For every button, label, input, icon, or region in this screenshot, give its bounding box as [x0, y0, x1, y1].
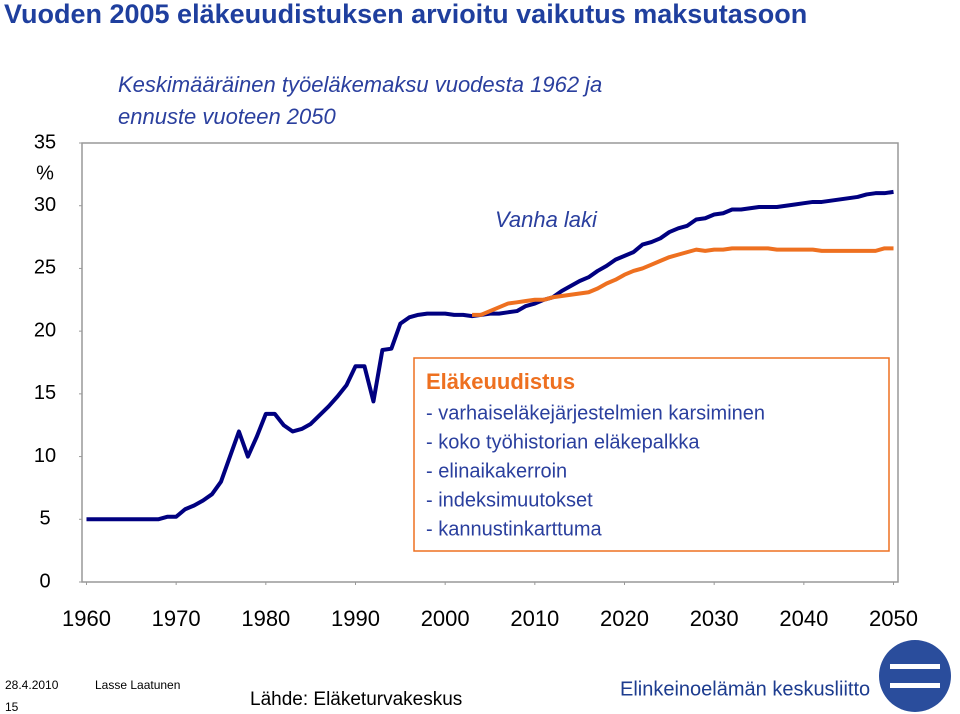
x-tick-label: 2010 [510, 606, 559, 631]
annotation-item: - kannustinkarttuma [426, 518, 603, 540]
y-tick-label: 10 [34, 445, 56, 467]
y-tick-label: 25 [34, 257, 56, 279]
x-tick-label: 2050 [869, 606, 918, 631]
y-tick-label: 35 [34, 131, 56, 153]
x-tick-label: 2030 [690, 606, 739, 631]
y-tick-label: 5 [39, 508, 50, 530]
x-tick-label: 2040 [779, 606, 828, 631]
logo-circle [879, 640, 951, 712]
x-tick-label: 1990 [331, 606, 380, 631]
annotation-box [413, 357, 890, 552]
plot-frame [81, 142, 899, 583]
series-line [472, 246, 894, 317]
subtitle: Keskimääräinen työeläkemaksu vuodesta 19… [118, 72, 602, 97]
x-tick-label: 2020 [600, 606, 649, 631]
x-tick-label: 1960 [62, 606, 111, 631]
slide-title: Vuoden 2005 eläkeuudistuksen arvioitu va… [4, 0, 807, 29]
x-tick-label: 1980 [241, 606, 290, 631]
annotation-heading: Eläkeuudistus [426, 369, 575, 394]
x-tick-label: 2000 [421, 606, 470, 631]
annotation-item: - indeksimuutokset [426, 489, 593, 511]
annotation-item: - elinaikakerroin [426, 460, 567, 482]
series-label: Vanha laki [495, 207, 598, 232]
y-tick-label: 0 [39, 570, 50, 592]
logo-shape [890, 664, 940, 669]
x-tick-label: 1970 [152, 606, 201, 631]
annotation-item: - varhaiseläkejärjestelmien karsiminen [426, 402, 765, 424]
y-tick-label: 20 [34, 319, 56, 341]
footer-source: Lähde: Eläketurvakeskus [250, 689, 462, 710]
annotation-list: - varhaiseläkejärjestelmien karsiminen - … [426, 402, 765, 540]
annotation-item: - koko työhistorian eläkepalkka [426, 431, 700, 453]
footer-page: 15 [5, 700, 19, 714]
footer-organization: Elinkeinoelämän keskusliitto [620, 678, 870, 700]
logo [879, 640, 951, 712]
series-line [86, 189, 894, 522]
y-tick-label: 15 [34, 382, 56, 404]
logo-shape [890, 683, 940, 688]
subtitle: ennuste vuoteen 2050 [118, 104, 337, 129]
y-unit: % [36, 162, 54, 184]
footer-author: Lasse Laatunen [95, 678, 180, 692]
y-tick-label: 30 [34, 194, 56, 216]
footer-date: 28.4.2010 [5, 678, 59, 692]
